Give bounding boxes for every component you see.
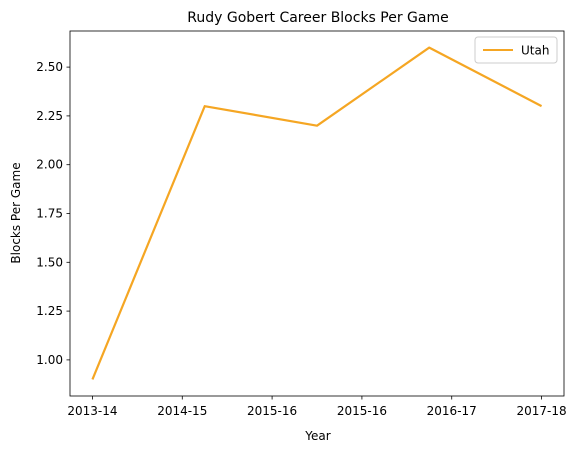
series-line-utah bbox=[91, 46, 543, 380]
series-layer bbox=[91, 46, 543, 380]
x-tick-label: 2013-14 bbox=[67, 404, 117, 418]
legend: Utah bbox=[474, 36, 558, 64]
legend-label: Utah bbox=[521, 44, 549, 58]
y-tick-label: 2.00 bbox=[36, 158, 63, 172]
y-tick-label: 1.75 bbox=[36, 207, 63, 221]
x-tick-label: 2017-18 bbox=[516, 404, 566, 418]
legend-box bbox=[474, 36, 558, 64]
plot-frame bbox=[70, 31, 564, 396]
y-axis-label: Blocks Per Game bbox=[9, 162, 23, 263]
x-tick-label: 2016-17 bbox=[427, 404, 477, 418]
x-tick-label: 2015-16 bbox=[337, 404, 387, 418]
y-tick-label: 1.00 bbox=[36, 353, 63, 367]
y-axis: 1.00 1.25 1.50 1.75 2.00 2.25 2.50 bbox=[36, 60, 70, 367]
y-tick-label: 2.50 bbox=[36, 60, 63, 74]
plot-area: 1.00 1.25 1.50 1.75 2.00 2.25 2.50 2013-14 2014… bbox=[36, 30, 567, 418]
x-axis-label: Year bbox=[304, 429, 330, 443]
x-axis: 2013-14 2014-15 2015-16 2015-16 2016-17 2017-… bbox=[67, 396, 567, 418]
y-tick-label: 2.25 bbox=[36, 109, 63, 123]
x-tick-label: 2015-16 bbox=[247, 404, 297, 418]
plot-border bbox=[69, 30, 565, 397]
y-tick-label: 1.25 bbox=[36, 304, 63, 318]
x-tick-label: 2014-15 bbox=[157, 404, 207, 418]
chart-title: Rudy Gobert Career Blocks Per Game bbox=[187, 10, 449, 26]
y-tick-label: 1.50 bbox=[36, 255, 63, 269]
